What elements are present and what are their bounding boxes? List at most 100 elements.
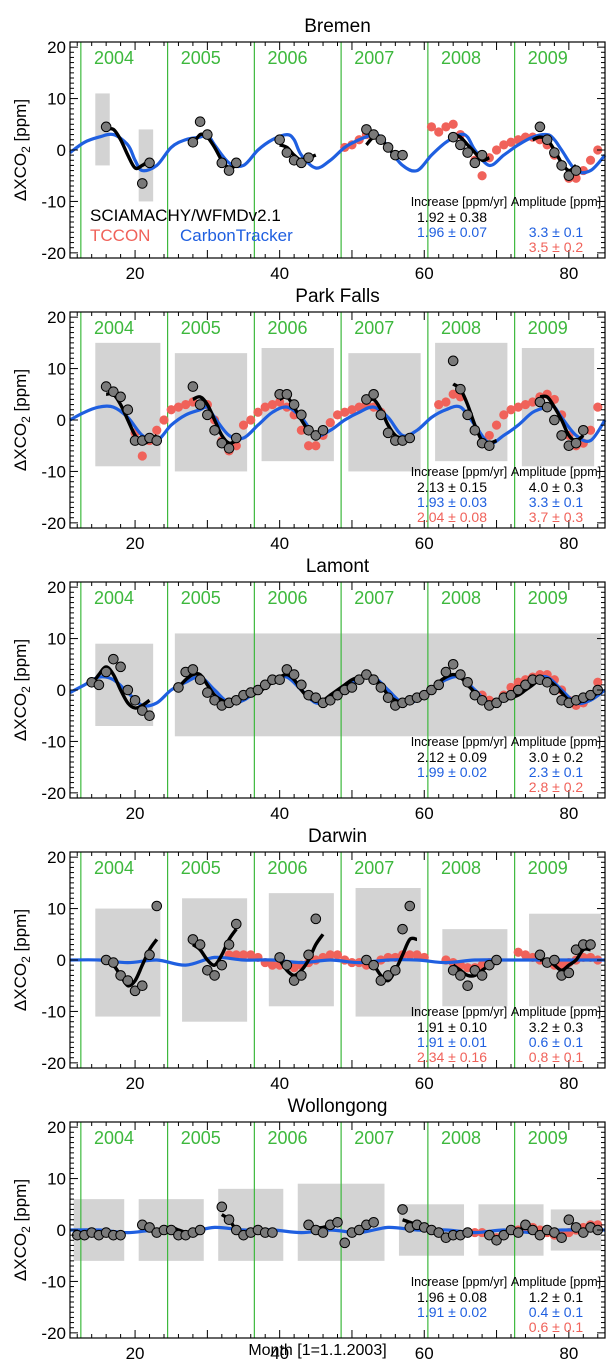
x-tick-label: 40 bbox=[270, 534, 289, 553]
sciamachy-point bbox=[469, 964, 481, 976]
increase-header: Increase [ppm/yr] bbox=[411, 195, 508, 209]
sciamachy-point bbox=[310, 430, 322, 441]
sciamachy-point bbox=[223, 442, 235, 454]
sciamachy-point bbox=[541, 134, 553, 146]
increase-value: 1.93 ± 0.03 bbox=[417, 494, 487, 510]
x-tick-label: 20 bbox=[126, 1344, 145, 1362]
x-tick-label: 60 bbox=[415, 534, 434, 553]
tccon-point bbox=[238, 420, 249, 430]
x-tick-label: 40 bbox=[270, 1344, 289, 1362]
y-tick-label: -20 bbox=[41, 1324, 66, 1343]
sciamachy-point bbox=[144, 710, 155, 722]
tccon-point bbox=[499, 140, 509, 150]
increase-value: 1.99 ± 0.02 bbox=[417, 764, 487, 780]
panel-park-falls: Park Falls 2004 2005 2006 2007 2008 2009 -20 -10… bbox=[11, 286, 607, 553]
sciamachy-point bbox=[469, 157, 481, 169]
sciamachy-point bbox=[223, 165, 235, 176]
sciamachy-point bbox=[202, 409, 213, 421]
sciamachy-point bbox=[223, 1214, 235, 1226]
y-axis-label: ΔXCO2 [ppm] bbox=[11, 909, 33, 1011]
year-label: 2004 bbox=[94, 588, 134, 608]
sciamachy-point bbox=[361, 669, 372, 680]
sciamachy-point bbox=[339, 1237, 351, 1249]
panel-title: Park Falls bbox=[295, 286, 379, 307]
sciamachy-point bbox=[382, 142, 394, 153]
sciamachy-point bbox=[541, 676, 553, 688]
sciamachy-point bbox=[346, 682, 358, 693]
sciamachy-point bbox=[281, 664, 293, 675]
increase-value: 1.92 ± 0.38 bbox=[417, 209, 487, 225]
x-tick-label: 80 bbox=[559, 804, 578, 823]
panel-title: Lamont bbox=[306, 556, 370, 577]
sciamachy-point bbox=[108, 957, 119, 968]
tccon-point bbox=[166, 405, 176, 415]
year-label: 2008 bbox=[441, 588, 481, 608]
year-label: 2005 bbox=[181, 588, 221, 608]
y-tick-label: 20 bbox=[47, 848, 66, 867]
sciamachy-point bbox=[469, 424, 481, 436]
amplitude-value: 3.5 ± 0.2 bbox=[529, 239, 584, 255]
y-tick-label: 10 bbox=[47, 360, 66, 379]
sciamachy-point bbox=[368, 129, 379, 140]
tccon-point bbox=[412, 950, 422, 960]
panel-title: Bremen bbox=[304, 16, 371, 37]
y-tick-label: -20 bbox=[41, 1054, 66, 1073]
amplitude-value: 0.6 ± 0.1 bbox=[529, 1319, 584, 1335]
legend-carbontracker: CarbonTracker bbox=[180, 226, 293, 245]
sciamachy-point bbox=[462, 1227, 473, 1238]
tccon-point bbox=[246, 950, 256, 960]
year-label: 2009 bbox=[528, 1128, 568, 1148]
y-axis-label-main: ΔXCO bbox=[11, 963, 30, 1011]
tccon-point bbox=[159, 415, 169, 425]
y-axis-label-sub: 2 bbox=[19, 146, 33, 153]
y-axis-label: ΔXCO2 [ppm] bbox=[11, 639, 33, 741]
year-label: 2008 bbox=[441, 318, 481, 338]
sciamachy-point bbox=[296, 409, 307, 421]
tccon-point bbox=[484, 430, 494, 441]
sciamachy-point bbox=[303, 949, 314, 961]
year-label: 2005 bbox=[181, 48, 221, 68]
x-tick-label: 80 bbox=[559, 264, 578, 283]
increase-value: 1.96 ± 0.08 bbox=[417, 1289, 487, 1305]
sciamachy-point bbox=[122, 404, 134, 416]
sciamachy-point bbox=[108, 386, 119, 398]
y-axis-label-unit: [ppm] bbox=[11, 369, 30, 416]
sciamachy-point bbox=[578, 424, 589, 436]
y-axis-label-unit: [ppm] bbox=[11, 99, 30, 146]
year-label: 2008 bbox=[441, 858, 481, 878]
year-label: 2006 bbox=[267, 858, 307, 878]
tccon-point bbox=[340, 407, 350, 417]
increase-header: Increase [ppm/yr] bbox=[411, 465, 508, 479]
tccon-point bbox=[152, 425, 162, 435]
sciamachy-point bbox=[375, 975, 387, 986]
year-label: 2004 bbox=[94, 858, 134, 878]
y-axis-label-main: ΔXCO bbox=[11, 693, 30, 741]
y-axis-label-unit: [ppm] bbox=[11, 1179, 30, 1226]
sciamachy-point bbox=[491, 1234, 502, 1246]
sciamachy-point bbox=[216, 1201, 228, 1213]
sciamachy-point bbox=[361, 394, 372, 405]
sciamachy-point bbox=[100, 121, 112, 133]
y-axis-label-sub: 2 bbox=[19, 1226, 33, 1233]
y-tick-label: 0 bbox=[57, 141, 66, 160]
sciamachy-point bbox=[216, 959, 228, 971]
sciamachy-point bbox=[375, 409, 387, 421]
sciamachy-point bbox=[397, 923, 408, 935]
sciamachy-point bbox=[202, 964, 213, 976]
year-label: 2008 bbox=[441, 1128, 481, 1148]
year-label: 2006 bbox=[267, 588, 307, 608]
increase-value: 1.91 ± 0.10 bbox=[417, 1019, 487, 1035]
year-label: 2009 bbox=[528, 858, 568, 878]
panel-title: Wollongong bbox=[287, 1096, 387, 1117]
sciamachy-point bbox=[491, 697, 502, 709]
tccon-point bbox=[499, 410, 509, 420]
x-tick-label: 60 bbox=[415, 804, 434, 823]
sciamachy-point bbox=[556, 430, 567, 441]
sciamachy-point bbox=[267, 1227, 278, 1238]
sciamachy-point bbox=[281, 959, 293, 971]
sciamachy-point bbox=[512, 684, 524, 696]
tccon-point bbox=[267, 399, 278, 410]
sciamachy-point bbox=[440, 666, 452, 678]
amplitude-value: 2.3 ± 0.1 bbox=[529, 764, 584, 780]
